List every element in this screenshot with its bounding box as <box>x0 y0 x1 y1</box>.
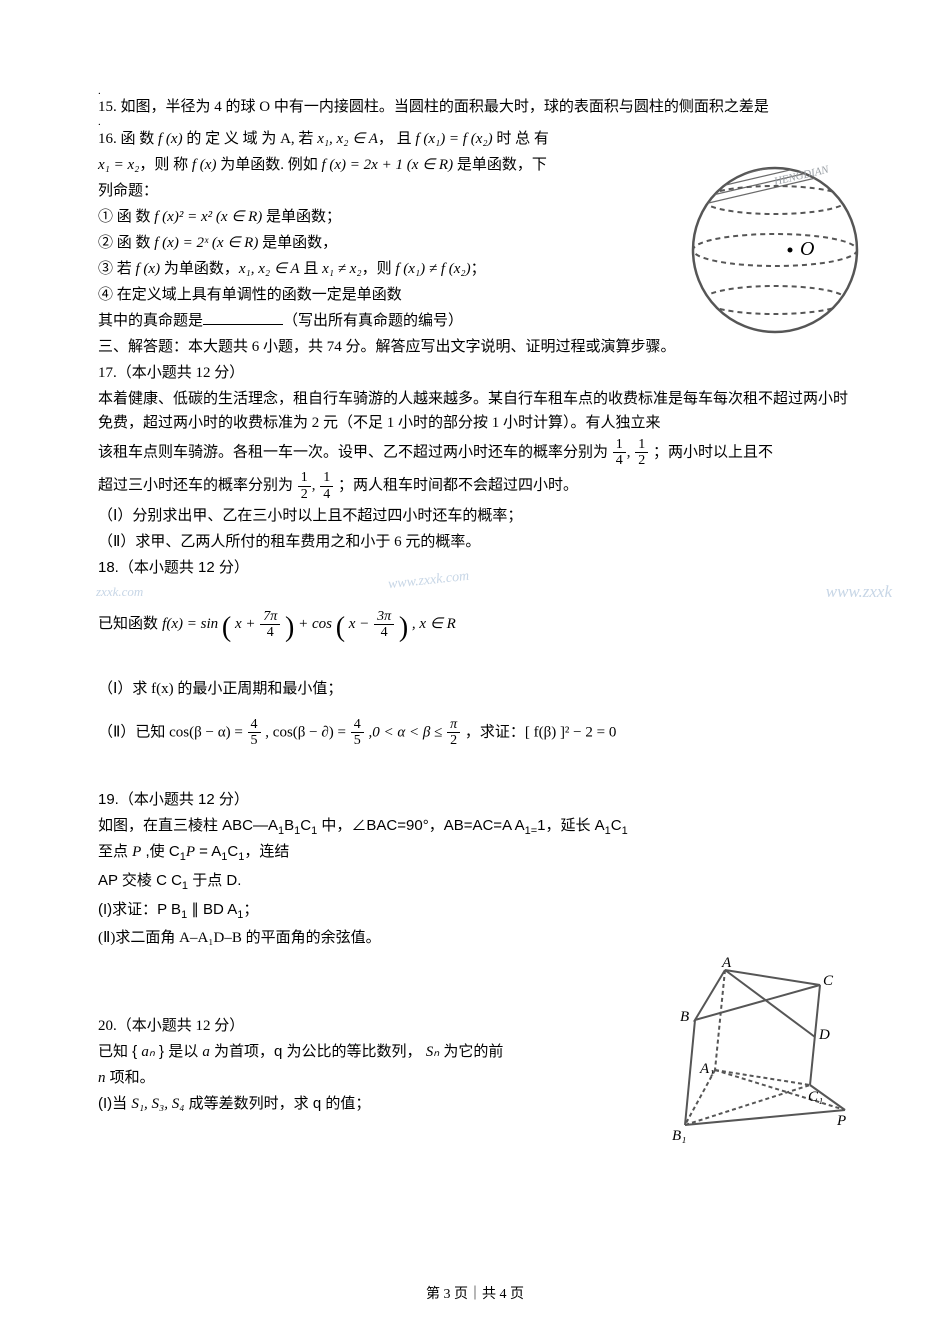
svg-text:A: A <box>721 955 732 971</box>
svg-text:C: C <box>823 973 834 989</box>
q19-part2: (Ⅱ)求二面角 A–A₁D–B 的平面角的余弦值。 <box>98 926 852 950</box>
dot-sep: . <box>98 90 852 93</box>
watermark-left: zxxk.com <box>96 582 143 603</box>
q15-text: 15. 如图，半径为 4 的球 O 中有一内接圆柱。当圆柱的面积最大时，球的表面… <box>98 95 852 119</box>
q16-blank <box>203 310 283 325</box>
q19-para2: AP 交棱 C C1 于点 D. <box>98 869 852 896</box>
q17-para3: 超过三小时还车的概率分别为 12, 14 ；两人租车时间都不会超过四小时。 <box>98 470 852 502</box>
q17-para2: 该租车点则车骑游。各租一车一次。设甲、乙不超过两小时还车的概率分别为 14, 1… <box>98 437 852 469</box>
svg-text:D: D <box>818 1027 830 1043</box>
q16-line2: x₁ = x₂，则 称 f (x) 为单函数. 例如 f (x) = 2x + … <box>98 153 718 177</box>
q17-heading: 17.（本小题共 12 分） <box>98 361 852 385</box>
svg-text:P: P <box>836 1113 846 1129</box>
q17-part2: （Ⅱ）求甲、乙两人所付的租车费用之和小于 6 元的概率。 <box>98 530 852 554</box>
prism-figure: A C B D A₁ C₁ B₁ P <box>630 955 850 1155</box>
page-footer: 第 3 页｜共 4 页 <box>0 1284 950 1306</box>
q19-para1: 如图，在直三棱柱 ABC—A1B1C1 中，∠BAC=90°，AB=AC=A A… <box>98 814 628 867</box>
svg-text:B: B <box>680 1009 689 1025</box>
q16-line1: 16. 函 数 f (x) 的 定 义 域 为 A, 若 x₁, x₂ ∈ A，… <box>98 127 718 151</box>
q17-part1: （Ⅰ）分别求出甲、乙在三小时以上且不超过四小时还车的概率； <box>98 504 852 528</box>
sphere-figure: O HENGDIAN <box>680 150 865 340</box>
q17-para1: 本着健康、低碳的生活理念，租自行车骑游的人越来越多。某自行车租车点的收费标准是每… <box>98 387 852 435</box>
q18-func: 已知函数 f(x) = sin ( x + 7π4 ) + cos ( x − … <box>98 606 852 651</box>
svg-text:B₁: B₁ <box>672 1128 686 1144</box>
svg-text:A₁: A₁ <box>699 1061 714 1077</box>
q18-part2: （Ⅱ）已知 cos(β − α) = 45 , cos(β − ∂) = 45 … <box>98 717 852 749</box>
q18-part1: （Ⅰ）求 f(x) 的最小正周期和最小值； <box>98 677 852 701</box>
q18-heading: 18.（本小题共 12 分） <box>98 556 852 580</box>
q19-part1: (I)求证：P B1 ∥ BD A1； <box>98 898 852 925</box>
dot-sep: . <box>98 121 852 124</box>
sphere-center-label: O <box>800 238 814 260</box>
watermark-right: www.zxxk <box>826 578 892 605</box>
svg-text:C₁: C₁ <box>808 1089 823 1105</box>
q19-heading: 19.（本小题共 12 分） <box>98 788 852 812</box>
